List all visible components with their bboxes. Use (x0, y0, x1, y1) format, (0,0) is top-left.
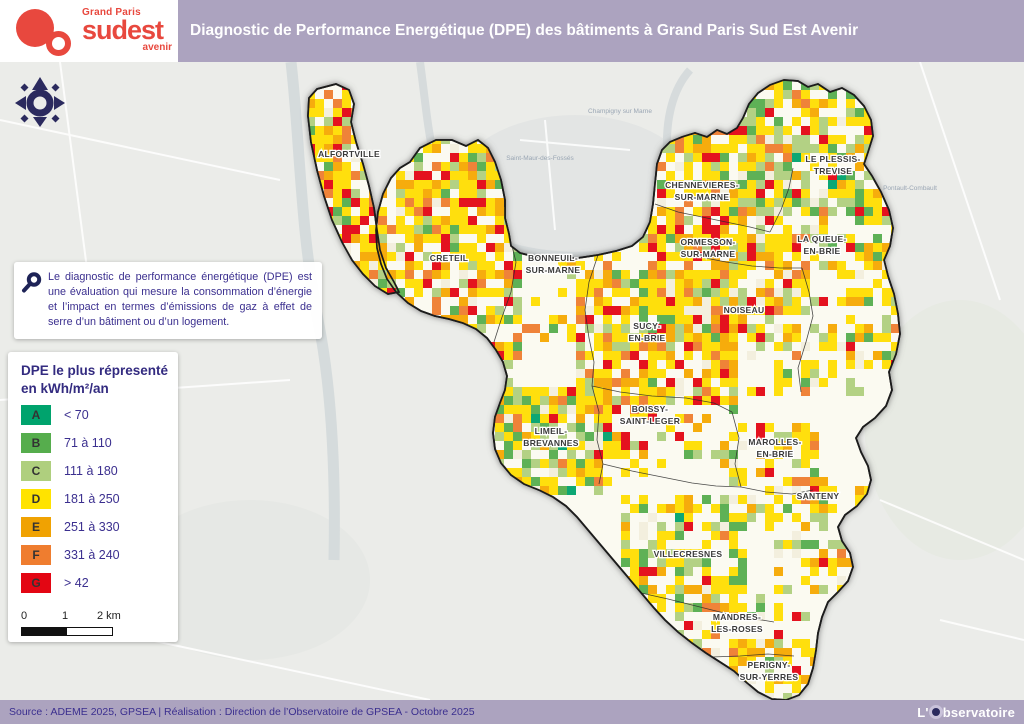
legend-swatch-F: F (21, 545, 51, 566)
commune-label-marolles-en-brie: MAROLLES-EN-BRIE (748, 437, 801, 459)
legend-label-D: 181 à 250 (64, 492, 120, 507)
logo-text-main: sudest (82, 15, 164, 45)
legend-row-F: F 331 à 240 (21, 545, 170, 566)
svg-text:Champigny sur Marne: Champigny sur Marne (588, 108, 652, 115)
territory-outline (307, 79, 901, 700)
legend-row-D: D 181 à 250 (21, 489, 170, 510)
commune-label-noiseau: NOISEAU (724, 305, 765, 315)
legend-label-C: 111 à 180 (64, 464, 118, 479)
footer-source: Source : ADEME 2025, GPSEA | Réalisation… (9, 706, 475, 718)
commune-label-creteil: CRETEIL (430, 253, 468, 263)
footer-bar: Source : ADEME 2025, GPSEA | Réalisation… (0, 700, 1024, 724)
info-text: Le diagnostic de performance énergétique… (48, 271, 312, 328)
legend-label-F: 331 à 240 (64, 548, 120, 563)
scalebar-tick-2: 2 km (97, 610, 121, 623)
commune-labels-layer: ALFORTVILLE CRETEIL BONNEUIL-SUR-MARNE CHEN… (317, 148, 862, 684)
legend-label-G: > 42 (64, 576, 89, 591)
commune-borders-layer (493, 167, 814, 658)
commune-label-boissy-saint-leger: BOISSY-SAINT-LEGER (620, 404, 680, 426)
commune-label-mandres-les-roses: MANDRES-LES-ROSES (711, 612, 763, 634)
commune-label-alfortville: ALFORTVILLE (318, 149, 380, 159)
commune-label-la-queue-en-brie: LA QUEUE-EN-BRIE (797, 234, 846, 256)
commune-label-sucy-en-brie: SUCY-EN-BRIE (628, 321, 665, 343)
basemap-labels-layer: Champigny sur Marne Saint-Maur-des-Fossés… (506, 108, 937, 192)
commune-label-santeny: SANTENY (797, 491, 840, 501)
legend-row-C: C 111 à 180 (21, 461, 170, 482)
commune-label-perigny-sur-yerres: PERIGNY-SUR-YERRES (740, 660, 799, 682)
scalebar-tick-0: 0 (21, 610, 28, 623)
legend: DPE le plus répresenté en kWh/m²/an A < 7… (8, 352, 178, 642)
scalebar: 0 1 2 km (21, 610, 151, 644)
svg-text:Saint-Maur-des-Fossés: Saint-Maur-des-Fossés (506, 155, 574, 162)
commune-label-limeil-brevannes: LIMEIL-BREVANNES (523, 426, 578, 448)
legend-swatch-A: A (21, 405, 51, 426)
commune-label-chennevieres-sur-marne: CHENNEVIERES-SUR-MARNE (665, 180, 739, 202)
legend-swatch-E: E (21, 517, 51, 538)
magnifier-icon (22, 272, 42, 293)
legend-swatch-B: B (21, 433, 51, 454)
svg-text:Pontault-Combault: Pontault-Combault (883, 185, 937, 192)
legend-swatch-G: G (21, 573, 51, 594)
observatoire-o-icon (928, 705, 943, 719)
observatoire-logo: L' bservatoire (917, 705, 1015, 720)
legend-rows: A < 70 B 71 à 110 C 111 à 180 D 181 à 250 E 251 à… (21, 405, 170, 594)
scalebar-bar (21, 627, 113, 637)
legend-label-B: 71 à 110 (64, 436, 112, 451)
legend-row-G: G > 42 (21, 573, 170, 594)
legend-label-A: < 70 (64, 408, 89, 423)
info-box: Le diagnostic de performance énergétique… (14, 262, 322, 339)
legend-swatch-C: C (21, 461, 51, 482)
legend-row-A: A < 70 (21, 405, 170, 426)
legend-title: DPE le plus répresenté en kWh/m²/an (21, 362, 170, 397)
legend-swatch-D: D (21, 489, 51, 510)
legend-title-line1: DPE le plus répresenté (21, 363, 169, 378)
logo-text-top: Grand Paris (82, 7, 141, 18)
page-title: Diagnostic de Performance Energétique (D… (190, 22, 859, 39)
logo-text-sub: avenir (142, 42, 172, 54)
legend-row-B: B 71 à 110 (21, 433, 170, 454)
dpe-map: Champigny sur Marne Saint-Maur-des-Fossés… (0, 62, 1024, 700)
commune-label-bonneuil-sur-marne: BONNEUIL-SUR-MARNE (526, 253, 581, 275)
compass-rose-icon (15, 77, 65, 127)
commune-label-le-plessis-trevise: LE PLESSIS-TREVISE (805, 154, 860, 176)
observatoire-text-suffix: bservatoire (942, 704, 1015, 720)
gpsea-logo: Grand Paris sudest avenir (0, 0, 178, 62)
commune-label-villecresnes: VILLECRESNES (654, 549, 723, 559)
logo-text: Grand Paris sudest avenir (82, 7, 172, 53)
legend-label-E: 251 à 330 (64, 520, 120, 535)
legend-row-E: E 251 à 330 (21, 517, 170, 538)
header-bar: Grand Paris sudest avenir Diagnostic de … (0, 0, 1024, 62)
legend-title-line2: en kWh/m²/an (21, 380, 109, 396)
scalebar-tick-1: 1 (62, 610, 69, 623)
commune-label-ormesson-sur-marne: ORMESSON-SUR-MARNE (680, 237, 735, 259)
logo-ring-icon (46, 31, 71, 56)
observatoire-text-prefix: L' (917, 704, 929, 720)
